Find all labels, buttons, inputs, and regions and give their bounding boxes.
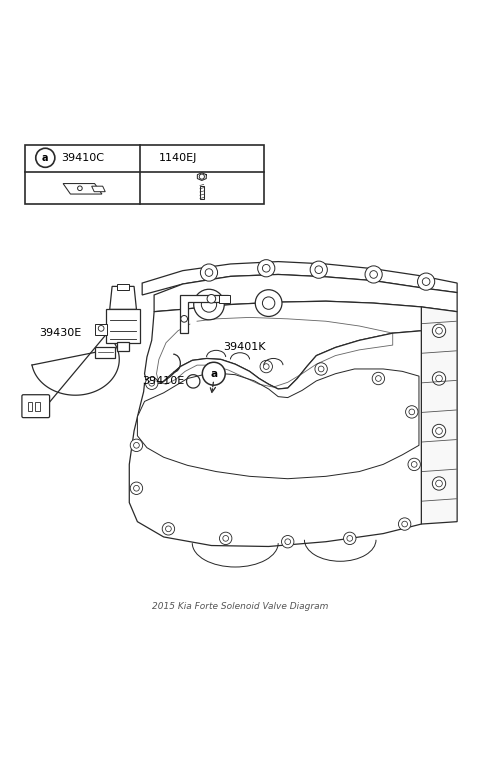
- Circle shape: [398, 518, 411, 530]
- Circle shape: [432, 324, 446, 338]
- Circle shape: [78, 186, 82, 191]
- Circle shape: [344, 532, 356, 544]
- Circle shape: [98, 326, 104, 332]
- Circle shape: [436, 480, 443, 487]
- Circle shape: [208, 366, 214, 372]
- Circle shape: [219, 532, 232, 544]
- Circle shape: [409, 409, 415, 415]
- Circle shape: [436, 428, 443, 435]
- Polygon shape: [219, 295, 230, 303]
- Circle shape: [223, 535, 228, 541]
- FancyBboxPatch shape: [22, 394, 49, 418]
- Circle shape: [375, 375, 381, 382]
- Polygon shape: [63, 183, 102, 194]
- Circle shape: [36, 148, 55, 167]
- Polygon shape: [92, 186, 105, 192]
- Text: 39410E: 39410E: [142, 376, 184, 386]
- Bar: [28, 403, 33, 411]
- Bar: [96, 324, 107, 335]
- Circle shape: [315, 266, 323, 273]
- Circle shape: [205, 269, 213, 276]
- Bar: [106, 310, 140, 343]
- Polygon shape: [142, 262, 457, 295]
- Circle shape: [408, 458, 420, 471]
- Circle shape: [370, 271, 377, 279]
- Circle shape: [422, 278, 430, 285]
- Circle shape: [162, 522, 175, 535]
- Circle shape: [130, 482, 143, 494]
- Circle shape: [285, 539, 290, 544]
- Circle shape: [372, 372, 384, 385]
- Circle shape: [201, 297, 216, 312]
- Circle shape: [258, 260, 275, 277]
- Circle shape: [432, 372, 446, 385]
- Circle shape: [181, 316, 188, 322]
- Circle shape: [310, 261, 327, 279]
- Circle shape: [263, 297, 275, 310]
- Circle shape: [207, 294, 216, 303]
- Circle shape: [130, 439, 143, 451]
- Circle shape: [194, 289, 224, 319]
- Circle shape: [315, 363, 327, 375]
- Circle shape: [145, 377, 158, 389]
- Polygon shape: [110, 286, 136, 310]
- Polygon shape: [144, 301, 421, 389]
- Circle shape: [418, 273, 435, 290]
- Text: a: a: [42, 153, 48, 163]
- Polygon shape: [154, 275, 457, 312]
- Bar: [25, 145, 264, 204]
- Circle shape: [202, 363, 225, 385]
- Polygon shape: [180, 295, 228, 333]
- Circle shape: [260, 360, 273, 372]
- Circle shape: [402, 521, 408, 527]
- Circle shape: [205, 363, 217, 375]
- Text: a: a: [210, 369, 217, 378]
- Bar: [96, 347, 116, 357]
- Polygon shape: [421, 307, 457, 524]
- Circle shape: [432, 425, 446, 438]
- Circle shape: [406, 406, 418, 418]
- Circle shape: [200, 264, 217, 281]
- Circle shape: [436, 375, 443, 382]
- Circle shape: [255, 290, 282, 316]
- Circle shape: [149, 381, 155, 386]
- Text: 2015 Kia Forte Solenoid Valve Diagram: 2015 Kia Forte Solenoid Valve Diagram: [152, 603, 328, 612]
- Text: 1140EJ: 1140EJ: [159, 153, 197, 163]
- Bar: [35, 403, 40, 411]
- Circle shape: [365, 266, 382, 283]
- Circle shape: [411, 462, 417, 467]
- Text: 39401K: 39401K: [223, 342, 266, 353]
- Circle shape: [264, 363, 269, 369]
- Circle shape: [263, 264, 270, 272]
- Circle shape: [432, 477, 446, 491]
- Polygon shape: [137, 369, 419, 478]
- Bar: [117, 341, 129, 351]
- Bar: [117, 285, 129, 290]
- Bar: [200, 186, 204, 199]
- Circle shape: [436, 328, 443, 334]
- Circle shape: [347, 535, 353, 541]
- Circle shape: [281, 535, 294, 548]
- Text: 39430E: 39430E: [39, 329, 82, 338]
- Circle shape: [199, 174, 204, 179]
- Circle shape: [166, 526, 171, 531]
- Text: 39410C: 39410C: [61, 153, 104, 163]
- Circle shape: [133, 442, 139, 448]
- Polygon shape: [129, 331, 421, 547]
- Circle shape: [318, 366, 324, 372]
- Circle shape: [133, 485, 139, 491]
